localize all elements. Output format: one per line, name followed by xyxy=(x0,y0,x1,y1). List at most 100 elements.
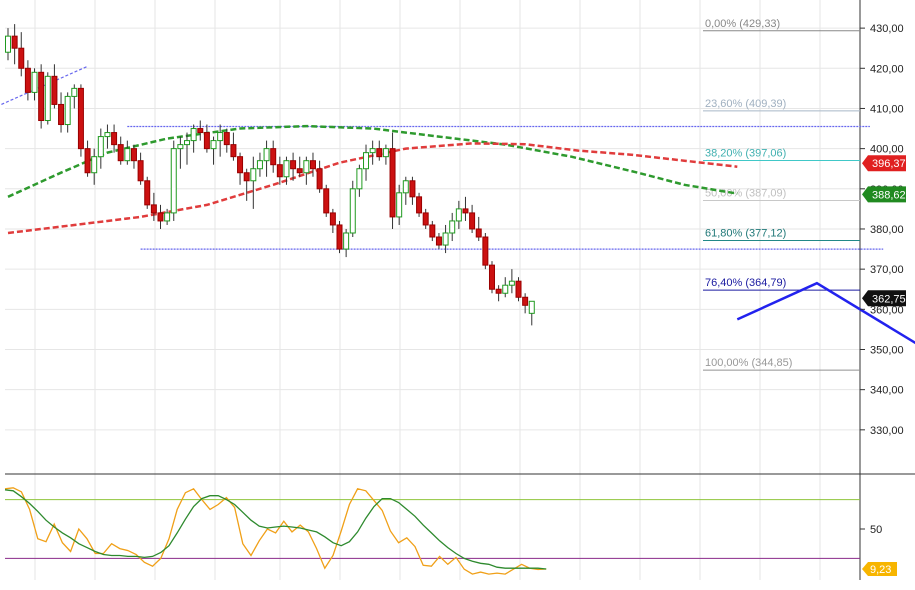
candle-body xyxy=(104,132,111,138)
candle-body xyxy=(5,35,11,53)
fib-level-label: 38,20% (397,06) xyxy=(705,147,786,159)
candle-body xyxy=(31,71,38,93)
price-badge-shape xyxy=(862,155,906,172)
candle-body xyxy=(303,160,310,174)
candle-body xyxy=(51,75,58,105)
indicator-tick-label: 50 xyxy=(870,524,882,536)
price-badge[interactable]: 362,75 xyxy=(862,290,906,307)
candle xyxy=(422,208,429,229)
candle xyxy=(150,192,157,221)
candle xyxy=(223,128,230,153)
fib-level-label: 100,00% (344,85) xyxy=(705,357,792,369)
candle-body xyxy=(64,95,71,126)
candle-body xyxy=(363,152,370,170)
candle xyxy=(283,156,290,185)
candle xyxy=(104,124,111,149)
candle-body xyxy=(449,220,456,234)
fibonacci-levels: 0,00% (429,33) 23,60% (409,39) 38,20% (397… xyxy=(703,18,860,371)
candle-body xyxy=(515,280,522,298)
price-badges[interactable]: 396,37 388,62 362,75 xyxy=(862,155,906,307)
candle xyxy=(77,84,84,157)
candle-body xyxy=(349,188,356,234)
fib-level-label: 76,40% (364,79) xyxy=(705,277,786,289)
y-tick-label: 400,00 xyxy=(870,144,904,156)
candle xyxy=(230,132,237,161)
candle-body xyxy=(217,132,224,142)
candle xyxy=(18,32,25,77)
candle xyxy=(455,200,462,229)
candle-body xyxy=(276,164,283,178)
candle xyxy=(157,204,164,229)
fib-level-label: 50,00% (387,09) xyxy=(705,187,786,199)
price-badge-shape xyxy=(862,186,906,203)
price-badge[interactable]: 388,62 xyxy=(862,186,906,203)
indicator-badge-label: 9,23 xyxy=(870,564,891,576)
moving-average-green xyxy=(7,124,738,198)
candle-body xyxy=(263,148,270,162)
price-axis: 330,00340,00350,00360,00370,00380,00390,… xyxy=(860,23,904,437)
candle-body xyxy=(396,192,403,218)
candle-body xyxy=(469,212,476,230)
oscillator-panel: 509,23 xyxy=(4,487,897,576)
candle-body xyxy=(522,296,529,306)
price-badge[interactable]: 396,37 xyxy=(862,155,906,172)
candle-body xyxy=(402,180,409,194)
candle xyxy=(44,72,51,125)
candle xyxy=(435,232,442,250)
candle xyxy=(462,196,469,221)
candle-body xyxy=(97,136,104,158)
candle-body xyxy=(376,148,383,158)
candle-body xyxy=(203,132,210,150)
candle xyxy=(91,148,98,185)
candle xyxy=(11,24,18,65)
candle-body xyxy=(336,224,343,250)
candle xyxy=(515,277,522,302)
candle xyxy=(64,92,71,133)
price-badge-label: 396,37 xyxy=(872,158,906,170)
candle xyxy=(296,156,303,177)
candlestick-series xyxy=(5,24,535,326)
candle-body xyxy=(157,212,164,222)
y-tick-label: 360,00 xyxy=(870,304,904,316)
candle xyxy=(31,68,38,101)
candle-body xyxy=(170,148,177,214)
candle xyxy=(71,84,78,109)
candle-body xyxy=(91,156,98,174)
candle-body xyxy=(382,148,389,158)
candle xyxy=(349,180,356,238)
candle-body xyxy=(184,140,191,146)
candle-body xyxy=(290,160,297,170)
candle-body xyxy=(210,140,217,150)
candle-body xyxy=(369,148,376,154)
candle xyxy=(197,120,204,141)
candle-body xyxy=(316,168,323,190)
candle-body xyxy=(111,132,118,146)
candle-body xyxy=(502,284,509,294)
moving-average-red xyxy=(7,142,738,235)
indicator-value-badge: 9,23 xyxy=(862,561,897,576)
projection-line xyxy=(736,281,915,345)
candle-body xyxy=(243,172,250,182)
y-tick-label: 380,00 xyxy=(870,224,904,236)
trend-line xyxy=(1,65,88,105)
candle xyxy=(276,156,283,185)
fib-level-label: 61,80% (377,12) xyxy=(705,228,786,240)
candle-body xyxy=(435,236,442,246)
candle xyxy=(376,140,383,161)
candle xyxy=(5,28,11,61)
candle-body xyxy=(164,212,171,222)
candle-body xyxy=(508,280,515,286)
candle xyxy=(409,176,416,205)
y-tick-label: 330,00 xyxy=(870,425,904,437)
candle xyxy=(449,212,456,242)
candle xyxy=(237,152,244,185)
candle xyxy=(522,293,529,314)
candle xyxy=(508,269,515,294)
candle xyxy=(250,156,257,209)
candle xyxy=(469,204,476,233)
candle-body xyxy=(356,168,363,190)
candle-body xyxy=(528,300,535,314)
candle xyxy=(488,261,495,294)
candle-body xyxy=(18,47,25,69)
